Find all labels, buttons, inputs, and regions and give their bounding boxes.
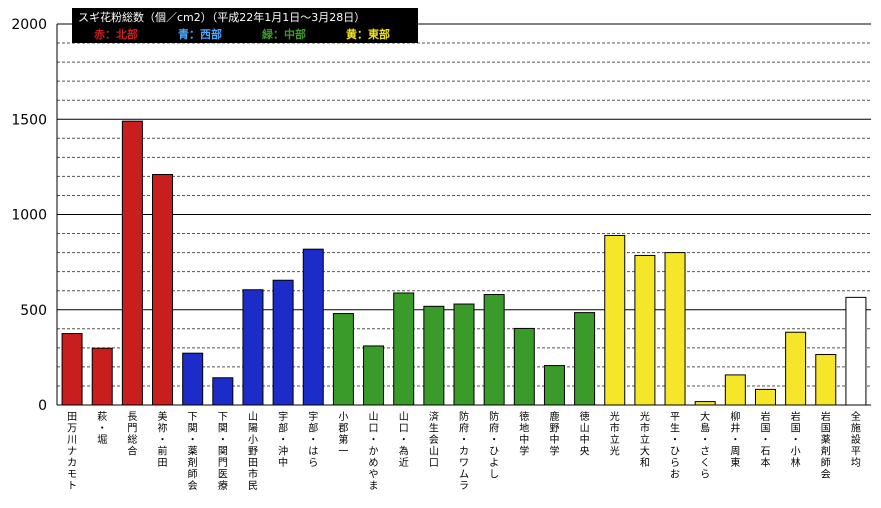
bar — [724, 374, 746, 406]
bar — [694, 401, 716, 406]
y-tick-label: 1500 — [11, 112, 47, 128]
legend-east: 黄：東部 — [346, 28, 390, 41]
x-tick-label: 済生会山口 — [429, 410, 439, 469]
bar — [272, 279, 294, 406]
bar — [845, 296, 867, 406]
bar — [453, 303, 475, 406]
x-tick-label: 下関・関門医療 — [218, 412, 228, 492]
legend: スギ花粉総数（個／cm2）（平成22年1月1日〜3月28日） 赤：北部 青：西部… — [72, 8, 418, 43]
bar — [242, 289, 264, 406]
x-tick-label: 平生・ひらお — [670, 412, 680, 481]
bar — [754, 388, 776, 406]
x-tick-label: 全施設平均 — [851, 410, 861, 469]
x-tick-label: 徳山中央 — [580, 410, 590, 458]
x-tick-label: 山口・かめやま — [369, 411, 379, 492]
bar — [815, 354, 837, 406]
bar — [152, 173, 174, 406]
x-tick-label: 萩・堀 — [97, 411, 107, 446]
x-tick-label: 下関・薬剤師会 — [188, 412, 198, 492]
x-tick-label: 長門総合 — [127, 411, 137, 458]
bar — [212, 377, 234, 406]
x-tick-label: 防府・カワムラ — [459, 410, 469, 492]
y-tick-label: 2000 — [11, 17, 47, 33]
x-tick-label: 岩国薬剤師会 — [821, 410, 831, 481]
bar — [332, 313, 354, 406]
bar — [634, 254, 656, 406]
x-tick-label: 徳地中学 — [519, 410, 529, 458]
x-tick-label: 美祢・前田 — [158, 410, 168, 469]
bar — [785, 331, 807, 406]
legend-west: 青：西部 — [178, 28, 222, 41]
x-tick-label: 岩国・小林 — [791, 410, 801, 469]
bar — [393, 292, 415, 406]
bar — [363, 345, 385, 406]
bar — [61, 333, 83, 406]
bar — [302, 248, 324, 406]
x-tick-label: 光市立大和 — [640, 410, 650, 469]
x-tick-label: 岩国・石本 — [760, 410, 770, 469]
legend-central: 緑：中部 — [262, 28, 306, 41]
y-tick-label: 0 — [38, 398, 47, 414]
x-tick-label: 柳井・周東 — [730, 410, 740, 469]
bar — [543, 365, 565, 406]
x-tick-label: 田万川ナカモト — [67, 412, 77, 492]
x-tick-label: 防府・ひよし — [489, 410, 499, 481]
x-tick-label: 山口・為近 — [399, 411, 409, 469]
legend-row: 赤：北部 青：西部 緑：中部 黄：東部 — [72, 26, 418, 42]
bar — [664, 252, 686, 406]
x-tick-label: 宇部・はら — [308, 410, 318, 469]
legend-north: 赤：北部 — [94, 28, 138, 41]
x-tick-label: 鹿野中学 — [549, 410, 559, 458]
x-tick-label: 大島・さくら — [700, 410, 710, 481]
bars — [61, 120, 867, 406]
bar — [91, 347, 113, 406]
bar — [483, 294, 505, 406]
bar — [574, 312, 596, 406]
x-tick-label: 小郡第一 — [338, 411, 348, 458]
bar — [121, 120, 143, 406]
x-tick-label: 宇部・沖中 — [278, 410, 288, 469]
y-tick-label: 1000 — [11, 208, 47, 224]
bar — [423, 305, 445, 406]
x-tick-label: 光市立光 — [610, 410, 620, 458]
x-tick-label: 山陽小野田市民 — [248, 411, 258, 492]
chart-title: スギ花粉総数（個／cm2）（平成22年1月1日〜3月28日） — [78, 11, 366, 24]
y-axis-ticks: 0 500 1000 1500 2000 — [11, 17, 47, 414]
y-tick-label: 500 — [20, 303, 47, 319]
bar — [604, 234, 626, 406]
x-axis-labels: 田万川ナカモト 萩・堀 長門総合 美祢・前田 下関・薬剤師会 下関・関門医療 山陽小野田市民… — [67, 410, 861, 492]
bar — [513, 327, 535, 406]
bar — [182, 352, 204, 406]
